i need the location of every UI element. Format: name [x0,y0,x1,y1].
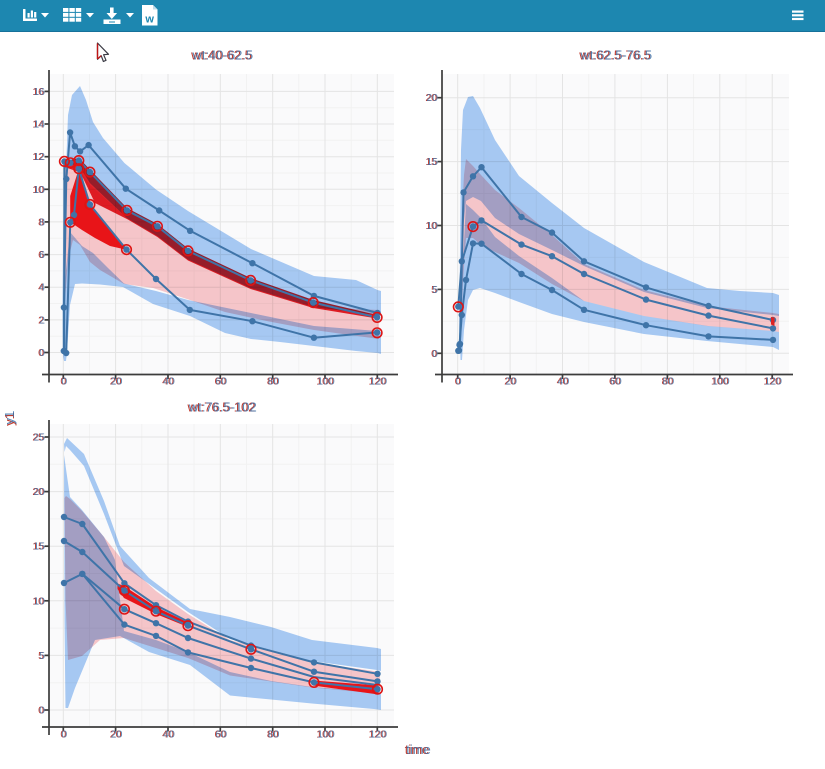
svg-text:wt:76.5-102: wt:76.5-102 [188,400,257,415]
svg-text:14: 14 [33,119,45,131]
svg-text:40: 40 [163,729,175,741]
svg-text:16: 16 [33,86,45,98]
svg-text:60: 60 [609,376,621,388]
svg-text:120: 120 [369,729,387,741]
svg-text:100: 100 [316,729,334,741]
svg-text:16: 16 [32,86,44,98]
svg-text:20: 20 [111,729,123,741]
svg-text:0: 0 [431,348,437,360]
svg-text:20: 20 [32,486,44,498]
svg-text:y1: y1 [2,412,17,426]
svg-text:w: w [144,14,154,26]
svg-text:20: 20 [425,92,437,104]
svg-text:40: 40 [162,376,174,388]
svg-text:100: 100 [316,376,334,388]
svg-text:20: 20 [426,92,438,104]
svg-text:100: 100 [317,376,335,388]
svg-text:15: 15 [426,156,438,168]
svg-text:0: 0 [455,376,461,388]
svg-text:4: 4 [39,282,45,294]
svg-text:10: 10 [32,595,44,607]
svg-text:12: 12 [32,151,44,163]
svg-text:8: 8 [39,216,45,228]
svg-text:0: 0 [39,347,45,359]
svg-text:4: 4 [38,282,44,294]
svg-text:0: 0 [38,347,44,359]
svg-text:25: 25 [33,432,45,444]
svg-text:60: 60 [214,376,226,388]
svg-text:time: time [406,742,431,757]
svg-text:20: 20 [33,486,45,498]
svg-text:20: 20 [111,376,123,388]
svg-text:0: 0 [61,376,67,388]
svg-text:120: 120 [763,376,781,388]
svg-text:0: 0 [456,376,462,388]
svg-text:0: 0 [60,376,66,388]
svg-text:120: 120 [369,376,387,388]
svg-text:15: 15 [32,541,44,553]
svg-text:100: 100 [711,376,729,388]
svg-text:80: 80 [663,376,675,388]
svg-text:10: 10 [426,220,438,232]
svg-text:5: 5 [432,284,438,296]
svg-text:10: 10 [425,220,437,232]
svg-text:wt:76.5-102: wt:76.5-102 [187,400,256,415]
svg-text:15: 15 [425,156,437,168]
svg-text:wt:62.5-76.5: wt:62.5-76.5 [578,48,651,63]
svg-text:12: 12 [33,151,45,163]
svg-text:80: 80 [267,376,279,388]
svg-text:5: 5 [431,284,437,296]
svg-text:time: time [405,742,430,757]
svg-text:10: 10 [33,595,45,607]
svg-text:8: 8 [38,216,44,228]
svg-text:25: 25 [32,432,44,444]
svg-text:2: 2 [39,314,45,326]
svg-text:40: 40 [557,376,569,388]
svg-text:20: 20 [505,376,517,388]
svg-text:0: 0 [432,348,438,360]
svg-text:10: 10 [32,184,44,196]
svg-text:100: 100 [317,729,335,741]
svg-text:y1: y1 [2,411,17,425]
svg-text:20: 20 [110,376,122,388]
svg-text:60: 60 [610,376,622,388]
svg-text:0: 0 [39,705,45,717]
svg-text:80: 80 [268,376,280,388]
svg-text:2: 2 [38,314,44,326]
svg-text:20: 20 [110,729,122,741]
svg-text:6: 6 [38,249,44,261]
svg-text:80: 80 [268,729,280,741]
svg-text:wt:40-62.5: wt:40-62.5 [190,48,252,63]
svg-text:10: 10 [33,184,45,196]
svg-text:0: 0 [61,729,67,741]
svg-text:80: 80 [267,729,279,741]
svg-text:60: 60 [215,729,227,741]
svg-text:15: 15 [33,541,45,553]
svg-text:120: 120 [764,376,782,388]
svg-text:20: 20 [504,376,516,388]
svg-text:60: 60 [215,376,227,388]
svg-text:wt:40-62.5: wt:40-62.5 [191,48,253,63]
svg-text:5: 5 [39,650,45,662]
svg-text:40: 40 [558,376,570,388]
svg-text:14: 14 [32,119,44,131]
svg-text:6: 6 [39,249,45,261]
svg-text:5: 5 [38,650,44,662]
svg-text:120: 120 [370,729,388,741]
svg-text:0: 0 [38,705,44,717]
svg-text:wt:62.5-76.5: wt:62.5-76.5 [580,48,653,63]
svg-text:100: 100 [712,376,730,388]
svg-text:40: 40 [162,729,174,741]
svg-text:40: 40 [163,376,175,388]
svg-text:0: 0 [60,729,66,741]
svg-text:120: 120 [370,376,388,388]
svg-text:80: 80 [662,376,674,388]
svg-text:60: 60 [214,729,226,741]
